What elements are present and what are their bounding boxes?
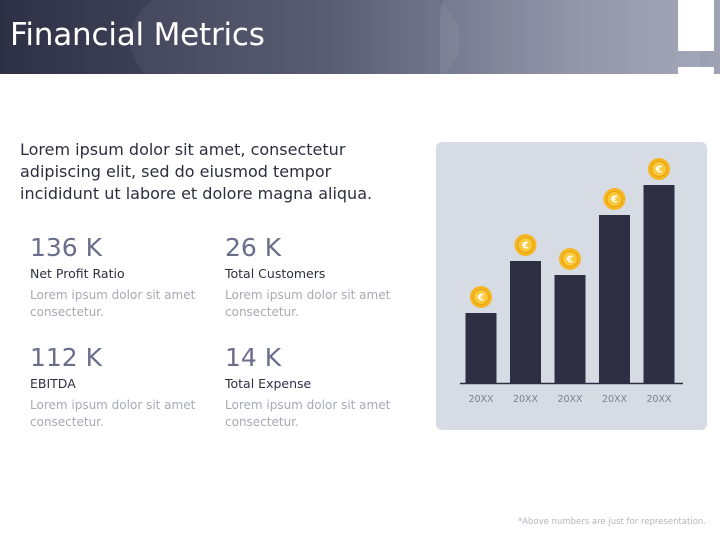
svg-text:€: € (477, 293, 485, 304)
header-tab-block (678, 0, 714, 51)
metric-label: EBITDA (30, 376, 76, 391)
euro-coin-icon: € (470, 286, 492, 308)
metric-total-expense: 14 K Total Expense Lorem ipsum dolor sit… (225, 343, 405, 431)
svg-text:€: € (655, 165, 663, 176)
svg-text:€: € (566, 255, 574, 266)
metric-label: Total Expense (225, 376, 312, 391)
metric-total-customers: 26 K Total Customers Lorem ipsum dolor s… (225, 233, 405, 321)
chart-card: €20XX €20XX €20XX €20XX €20XX (436, 142, 707, 430)
metric-description: Lorem ipsum dolor sit amet consectetur. (30, 288, 196, 319)
metric-value: 14 K (225, 343, 282, 372)
metric-description: Lorem ipsum dolor sit amet consectetur. (225, 398, 391, 429)
intro-paragraph: Lorem ipsum dolor sit amet, consectetur … (20, 140, 373, 203)
x-tick-label: 20XX (646, 394, 672, 405)
metric-value: 26 K (225, 233, 282, 262)
metric-value: 136 K (30, 233, 103, 262)
chart-bar (510, 261, 541, 383)
euro-coin-icon: € (648, 158, 670, 180)
bar-chart: €20XX €20XX €20XX €20XX €20XX (460, 158, 683, 405)
svg-text:€: € (521, 241, 529, 252)
metric-value: 112 K (30, 343, 103, 372)
footnote: *Above numbers are just for representati… (517, 517, 706, 527)
metric-ebitda: 112 K EBITDA Lorem ipsum dolor sit amet … (30, 343, 210, 431)
header-tab-block (678, 67, 714, 74)
page-title: Financial Metrics (10, 17, 265, 53)
header-decor-shape (130, 0, 460, 74)
euro-coin-icon: € (559, 248, 581, 270)
x-tick-label: 20XX (557, 394, 583, 405)
x-tick-label: 20XX (513, 394, 539, 405)
header-banner: Financial Metrics (0, 0, 720, 74)
x-tick-label: 20XX (602, 394, 628, 405)
metric-description: Lorem ipsum dolor sit amet consectetur. (30, 398, 196, 429)
euro-coin-icon: € (603, 188, 626, 210)
metric-label: Total Customers (225, 266, 326, 281)
header-decor-shape (440, 0, 700, 74)
chart-bar (554, 275, 586, 383)
metric-label: Net Profit Ratio (30, 266, 125, 281)
euro-coin-icon: € (514, 234, 537, 256)
x-tick-label: 20XX (468, 394, 494, 405)
chart-bar (465, 313, 497, 383)
chart-bar (599, 215, 630, 383)
metric-description: Lorem ipsum dolor sit amet consectetur. (225, 288, 391, 319)
chart-bar (643, 185, 675, 383)
svg-text:€: € (610, 195, 618, 206)
metric-net-profit-ratio: 136 K Net Profit Ratio Lorem ipsum dolor… (30, 233, 210, 321)
